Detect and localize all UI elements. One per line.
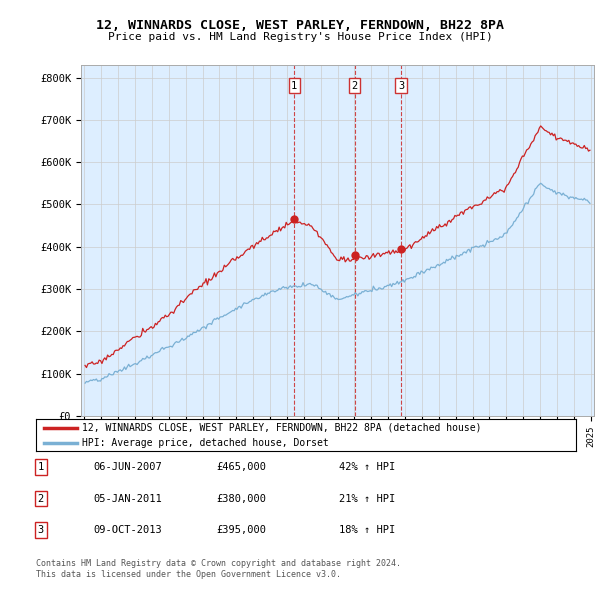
Text: 1: 1 xyxy=(291,81,298,91)
Text: 2: 2 xyxy=(38,494,44,503)
Text: 42% ↑ HPI: 42% ↑ HPI xyxy=(339,463,395,472)
Text: 3: 3 xyxy=(398,81,404,91)
Text: 21% ↑ HPI: 21% ↑ HPI xyxy=(339,494,395,503)
Text: Contains HM Land Registry data © Crown copyright and database right 2024.: Contains HM Land Registry data © Crown c… xyxy=(36,559,401,568)
Text: 3: 3 xyxy=(38,525,44,535)
Text: £465,000: £465,000 xyxy=(216,463,266,472)
Text: £395,000: £395,000 xyxy=(216,525,266,535)
Text: 06-JUN-2007: 06-JUN-2007 xyxy=(93,463,162,472)
Text: HPI: Average price, detached house, Dorset: HPI: Average price, detached house, Dors… xyxy=(82,438,329,448)
Text: Price paid vs. HM Land Registry's House Price Index (HPI): Price paid vs. HM Land Registry's House … xyxy=(107,32,493,42)
Text: 09-OCT-2013: 09-OCT-2013 xyxy=(93,525,162,535)
Text: 05-JAN-2011: 05-JAN-2011 xyxy=(93,494,162,503)
Text: £380,000: £380,000 xyxy=(216,494,266,503)
Text: 12, WINNARDS CLOSE, WEST PARLEY, FERNDOWN, BH22 8PA (detached house): 12, WINNARDS CLOSE, WEST PARLEY, FERNDOW… xyxy=(82,422,481,432)
Text: 2: 2 xyxy=(352,81,358,91)
Text: This data is licensed under the Open Government Licence v3.0.: This data is licensed under the Open Gov… xyxy=(36,571,341,579)
Text: 18% ↑ HPI: 18% ↑ HPI xyxy=(339,525,395,535)
Text: 12, WINNARDS CLOSE, WEST PARLEY, FERNDOWN, BH22 8PA: 12, WINNARDS CLOSE, WEST PARLEY, FERNDOW… xyxy=(96,19,504,32)
Text: 1: 1 xyxy=(38,463,44,472)
